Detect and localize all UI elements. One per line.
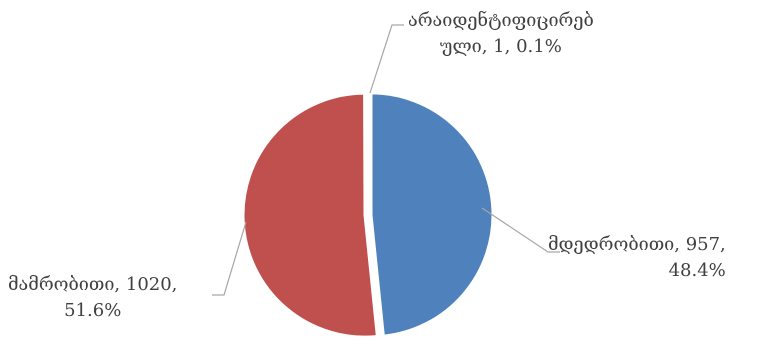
slice-label-unidentified: არაიდენტიფიცირებ ული, 1, 0.1%: [408, 8, 594, 60]
leader-lines: [212, 24, 560, 296]
slice-label-male-line1: მამრობითი, 1020,: [8, 274, 178, 295]
pie-slices: [241, 85, 495, 339]
slice-label-male: მამრობითი, 1020, 51.6%: [8, 272, 177, 324]
slice-label-female: მდედრობითი, 957, 48.4%: [548, 232, 726, 284]
pie-slice-male: [241, 91, 380, 339]
slice-label-female-line2: 48.4%: [668, 260, 726, 281]
leader-line-male: [212, 221, 247, 296]
slice-label-female-line1: მდედრობითი, 957,: [548, 234, 726, 255]
slice-label-unidentified-line2: ული, 1, 0.1%: [439, 36, 562, 57]
leader-line-unidentified: [369, 24, 404, 94]
leader-line-female: [481, 207, 560, 253]
slice-label-unidentified-line1: არაიდენტიფიცირებ: [408, 10, 594, 31]
slice-label-male-line2: 51.6%: [64, 300, 122, 321]
pie-slice-female: [369, 91, 495, 338]
